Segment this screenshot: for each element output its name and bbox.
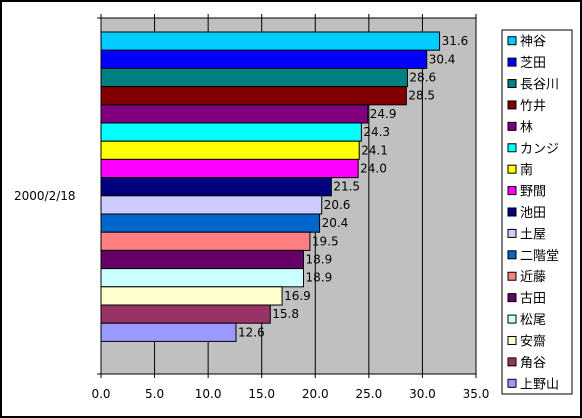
legend-label: カンジ (520, 142, 559, 157)
data-label: 18.9 (306, 253, 333, 267)
x-tick-label: 0.0 (91, 387, 110, 401)
bar (100, 158, 359, 179)
bar (100, 268, 304, 288)
legend-swatch (507, 186, 517, 196)
data-label: 16.9 (284, 289, 311, 303)
legend-label: 古田 (520, 292, 546, 307)
legend-swatch (507, 228, 517, 238)
legend-swatch (507, 57, 517, 67)
bar (100, 104, 369, 124)
bar (100, 286, 283, 306)
category-label: 2000/2/18 (14, 189, 76, 203)
legend-swatch (507, 143, 517, 153)
x-tick-label: 30.0 (409, 387, 436, 401)
data-label: 31.6 (442, 34, 469, 48)
data-label: 15.8 (272, 307, 299, 321)
legend-swatch (507, 314, 517, 324)
bar (100, 195, 323, 215)
legend-label: 二階堂 (520, 249, 559, 264)
data-label: 19.5 (312, 234, 339, 248)
value-labels: 31.6 30.4 28.6 28.5 24.9 24.3 24.1 24.021.5 20.6… (238, 34, 468, 339)
legend-label: 土屋 (520, 227, 546, 242)
data-label: 28.6 (409, 71, 436, 85)
x-tick-label: 20.0 (302, 387, 329, 401)
legend-label: 池田 (520, 206, 546, 221)
data-label: 24.9 (370, 107, 397, 121)
data-label: 20.4 (322, 216, 349, 230)
x-tick-label: 35.0 (463, 387, 490, 401)
legend-swatch (507, 164, 517, 174)
bar (100, 86, 407, 106)
bar (100, 177, 332, 197)
data-label: 18.9 (306, 271, 333, 285)
legend-swatch (507, 293, 517, 303)
legend-swatch (507, 207, 517, 217)
legend-label: 野間 (520, 185, 546, 200)
data-label: 30.4 (429, 52, 456, 66)
legend-label: 南 (520, 162, 533, 178)
legend-swatch (507, 335, 517, 345)
data-label: 12.6 (238, 325, 265, 339)
legend-label: 上野山 (520, 377, 559, 392)
data-label: 24.1 (361, 143, 388, 157)
bar (100, 67, 408, 88)
legend-label: 松尾 (520, 313, 546, 328)
legend-swatch (507, 100, 517, 110)
legend-swatch (507, 79, 517, 89)
legend-swatch (507, 271, 517, 281)
data-label: 24.0 (360, 162, 387, 176)
bars (100, 31, 441, 342)
x-axis-ticks: 0.0 5.0 10.0 15.0 20.0 25.0 30.0 35.0 (91, 14, 489, 401)
x-tick-label: 25.0 (355, 387, 382, 401)
legend-label: 角谷 (520, 356, 546, 371)
x-tick-label: 5.0 (145, 387, 164, 401)
data-label: 21.5 (333, 180, 360, 194)
legend-label: 芝田 (520, 55, 546, 71)
x-tick-label: 10.0 (195, 387, 222, 401)
data-label: 20.6 (324, 198, 351, 212)
bar (100, 140, 360, 160)
data-label: 28.5 (408, 89, 435, 103)
bar (100, 213, 321, 233)
legend-swatch (507, 378, 517, 388)
bar (100, 322, 237, 342)
x-tick-label: 15.0 (248, 387, 275, 401)
bar (100, 304, 271, 324)
legend-label: 長谷川 (520, 78, 559, 93)
legend-swatch (507, 36, 517, 46)
legend-label: 竹井 (520, 99, 546, 114)
legend-swatch (507, 121, 517, 131)
bar (100, 31, 441, 51)
legend-swatch (507, 357, 517, 367)
data-label: 24.3 (363, 125, 390, 139)
bar (100, 231, 311, 251)
bar (100, 249, 304, 270)
bar (100, 122, 362, 142)
legend-label: 林 (520, 120, 533, 135)
legend-swatch (507, 250, 517, 260)
bar (100, 49, 428, 69)
legend-label: 近藤 (520, 270, 546, 285)
legend-label: 安齋 (520, 333, 546, 349)
legend-label: 神谷 (520, 35, 546, 50)
